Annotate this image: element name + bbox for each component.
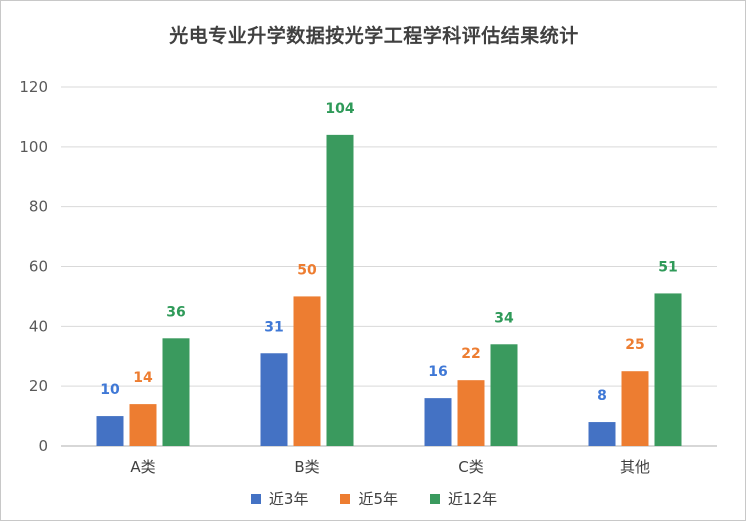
x-axis-categories: A类 B类 C类 其他 <box>130 458 650 476</box>
legend-swatch <box>250 493 261 504</box>
data-label: 36 <box>166 304 185 320</box>
bar-近12年-其他 <box>654 293 682 446</box>
data-label: 104 <box>325 101 354 117</box>
data-label: 8 <box>597 388 607 404</box>
y-tick-label: 0 <box>38 437 48 455</box>
legend-item: 近5年 <box>340 488 398 509</box>
y-tick-label: 120 <box>19 78 48 96</box>
legend-item: 近12年 <box>430 488 497 509</box>
y-tick-label: 40 <box>29 317 48 335</box>
x-category-label: B类 <box>294 458 319 476</box>
data-label: 34 <box>494 310 514 326</box>
bars <box>96 134 682 446</box>
data-label: 10 <box>100 382 120 398</box>
bar-近5年-其他 <box>621 371 649 446</box>
x-category-label: C类 <box>458 458 483 476</box>
legend-label: 近3年 <box>268 490 309 508</box>
x-category-label: A类 <box>130 458 155 476</box>
bar-近12年-B类 <box>326 134 354 446</box>
bar-近5年-A类 <box>129 404 157 446</box>
data-labels: 10 14 36 31 50 104 16 22 34 8 25 51 <box>100 101 677 404</box>
y-tick-label: 60 <box>29 258 48 276</box>
data-label: 50 <box>297 262 317 278</box>
bar-近12年-A类 <box>162 338 190 446</box>
data-label: 51 <box>658 259 677 275</box>
bar-近3年-B类 <box>260 353 288 446</box>
legend-label: 近5年 <box>358 490 398 508</box>
legend-swatch <box>430 493 440 504</box>
legend: 近3年 近5年 近12年 <box>1 488 746 509</box>
bar-近5年-C类 <box>457 380 485 446</box>
y-axis-ticks: 0 20 40 60 80 100 120 <box>19 78 48 455</box>
y-tick-label: 20 <box>29 377 48 395</box>
data-label: 31 <box>264 319 283 335</box>
data-label: 25 <box>625 337 644 353</box>
bar-近3年-其他 <box>588 422 616 446</box>
bar-近3年-C类 <box>424 398 452 446</box>
bar-近3年-A类 <box>96 416 124 446</box>
data-label: 16 <box>428 364 447 380</box>
legend-label: 近12年 <box>448 490 498 508</box>
bar-近5年-B类 <box>293 296 321 446</box>
chart-title: 光电专业升学数据按光学工程学科评估结果统计 <box>169 25 579 47</box>
y-tick-label: 80 <box>29 198 48 216</box>
legend-item: 近3年 <box>250 488 309 509</box>
data-label: 22 <box>461 346 480 362</box>
bar-近12年-C类 <box>490 344 518 446</box>
x-category-label: 其他 <box>620 458 650 476</box>
data-label: 14 <box>133 370 153 386</box>
legend-swatch <box>340 493 351 504</box>
y-tick-label: 100 <box>19 138 48 156</box>
gridlines <box>61 86 717 447</box>
